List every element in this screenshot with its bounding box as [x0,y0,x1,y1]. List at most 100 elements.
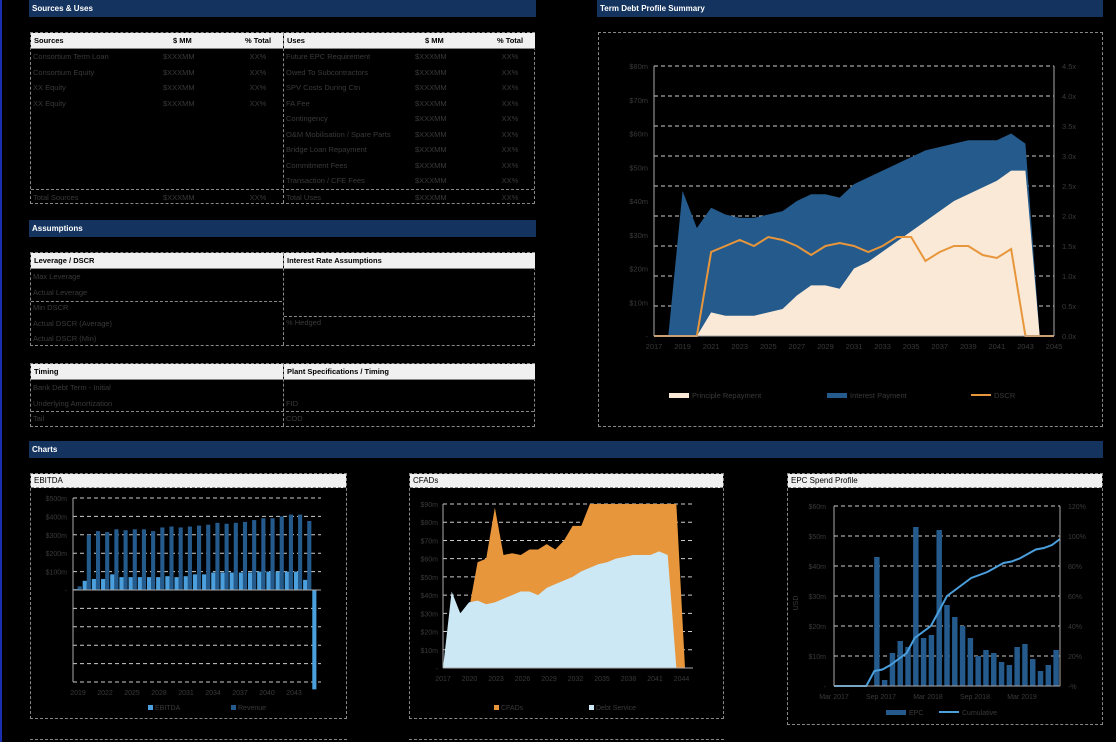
svg-text:0.5x: 0.5x [1062,302,1076,311]
source-mm: $XXXMM [163,52,195,61]
source-row: Consortium Equity $XXXMM XX% [31,65,283,81]
svg-text:-: - [646,332,649,341]
svg-text:2039: 2039 [960,342,977,351]
source-pct: XX% [249,83,267,92]
leverage-label: Max Leverage [33,272,81,281]
svg-text:2025: 2025 [760,342,777,351]
source-pct: XX% [249,67,267,77]
use-mm: $XXXMM [415,114,447,123]
leverage-header: Leverage / DSCR [34,256,95,265]
use-mm: $XXXMM [415,83,447,92]
leverage-row: Actual DSCR (Min) [31,331,283,347]
svg-text:2031: 2031 [846,342,863,351]
use-name: Commitment Fees [286,160,348,170]
cod-row: COD [284,411,535,427]
svg-text:Mar 2017: Mar 2017 [819,694,849,701]
svg-text:2028: 2028 [151,690,167,697]
source-name: XX Equity [33,98,66,108]
svg-text:0.0x: 0.0x [1062,332,1076,341]
uses-pct-header: % Total [496,36,524,45]
svg-text:2019: 2019 [70,690,86,697]
use-mm: $XXXMM [415,176,447,185]
svg-text:2037: 2037 [232,690,248,697]
svg-text:Cumulative: Cumulative [962,710,997,717]
svg-text:$60m: $60m [808,504,826,511]
svg-text:CFADs: CFADs [501,705,524,712]
svg-text:2.5x: 2.5x [1062,182,1076,191]
source-row: Consortium Term Loan $XXXMM XX% [31,49,283,65]
total-sources-row: Total Sources $XXXMM XX% [31,190,283,206]
term-debt-chart-plot: - $10m $20m $30m $40m $50m $60m $70m $80m 0.0x 0.5… [629,62,1076,400]
ebitda-chart: EBITDA $500m $400m $300m $200m $100m - 2019 202… [30,473,347,719]
use-mm: $XXXMM [415,129,447,139]
svg-text:2023: 2023 [488,676,504,683]
use-pct: XX% [501,145,519,154]
leverage-row: Min DSCR [31,300,283,316]
svg-text:2034: 2034 [205,690,221,697]
svg-text:40%: 40% [1068,624,1082,631]
use-name: Contingency [286,114,328,123]
use-row: Contingency $XXXMM XX% [284,111,535,127]
svg-text:$60m: $60m [629,130,648,139]
source-mm: $XXXMM [163,67,195,77]
svg-text:2025: 2025 [124,690,140,697]
svg-text:$400m: $400m [46,514,68,521]
use-mm: $XXXMM [415,98,447,108]
svg-text:4.0x: 4.0x [1062,92,1076,101]
svg-text:2.0x: 2.0x [1062,212,1076,221]
svg-text:2027: 2027 [789,342,806,351]
source-name: XX Equity [33,83,66,92]
timing-plant-table: Timing Bank Debt Term - Initial Underlyin… [30,363,535,427]
use-row: FA Fee $XXXMM XX% [284,96,535,112]
svg-text:2020: 2020 [462,676,478,683]
cfads-chart-title: CFADs [410,474,723,488]
svg-text:-: - [824,684,827,691]
svg-text:$30m: $30m [629,231,648,240]
use-pct: XX% [501,67,519,77]
svg-text:20%: 20% [1068,654,1082,661]
svg-text:2029: 2029 [541,676,557,683]
sources-pct-header: % Total [244,36,272,45]
svg-text:$10m: $10m [420,648,438,655]
source-row: XX Equity $XXXMM XX% [31,80,283,96]
svg-text:-: - [436,666,439,673]
ebitda-chart-plot: $500m $400m $300m $200m $100m - 2019 2022 2025 20… [46,496,321,712]
svg-text:$20m: $20m [629,265,648,274]
interest-header: Interest Rate Assumptions [287,256,382,265]
timing-label: Tail [33,414,45,423]
svg-text:$40m: $40m [420,593,438,600]
svg-text:$50m: $50m [629,163,648,172]
source-mm: $XXXMM [163,98,195,108]
use-row: Future EPC Requirement $XXXMM XX% [284,49,535,65]
total-uses-label: Total Uses [286,193,322,202]
timing-row: Bank Debt Term - Initial [31,380,283,396]
sources-uses-table: Sources $ MM % Total Consortium Term Loa… [30,32,535,204]
epc-chart-title: EPC Spend Profile [788,474,1102,488]
cfads-chart-plot: $90m $80m $70m $60m $50m $40m $30m $20m $10m - 201… [420,502,693,712]
svg-text:2032: 2032 [568,676,584,683]
leverage-label: Actual DSCR (Min) [33,334,97,343]
svg-text:-: - [65,588,68,595]
svg-text:1.0x: 1.0x [1062,272,1076,281]
svg-text:2029: 2029 [817,342,834,351]
svg-text:Mar 2019: Mar 2019 [1007,694,1037,701]
svg-text:3.0x: 3.0x [1062,152,1076,161]
use-pct: XX% [501,176,519,185]
svg-text:EBITDA: EBITDA [155,705,181,712]
use-pct: XX% [501,52,519,61]
use-mm: $XXXMM [415,160,447,170]
svg-text:-%: -% [1068,684,1077,691]
svg-text:1.5x: 1.5x [1062,242,1076,251]
svg-text:2041: 2041 [647,676,663,683]
timing-row: Tail [31,411,283,427]
svg-text:$300m: $300m [46,533,68,540]
svg-text:$20m: $20m [808,624,826,631]
uses-header: Uses [287,36,305,45]
use-name: O&M Mobilisation / Spare Parts [286,129,391,139]
source-pct: XX% [249,52,267,61]
epc-chart-plot: $60m $50m $40m $30m $20m $10m - 120% 100% 80% 60% 4… [793,504,1086,717]
svg-text:100%: 100% [1068,534,1086,541]
use-name: SPV Costs During Ctn [286,83,361,92]
svg-text:$70m: $70m [629,96,648,105]
svg-text:$10m: $10m [808,654,826,661]
